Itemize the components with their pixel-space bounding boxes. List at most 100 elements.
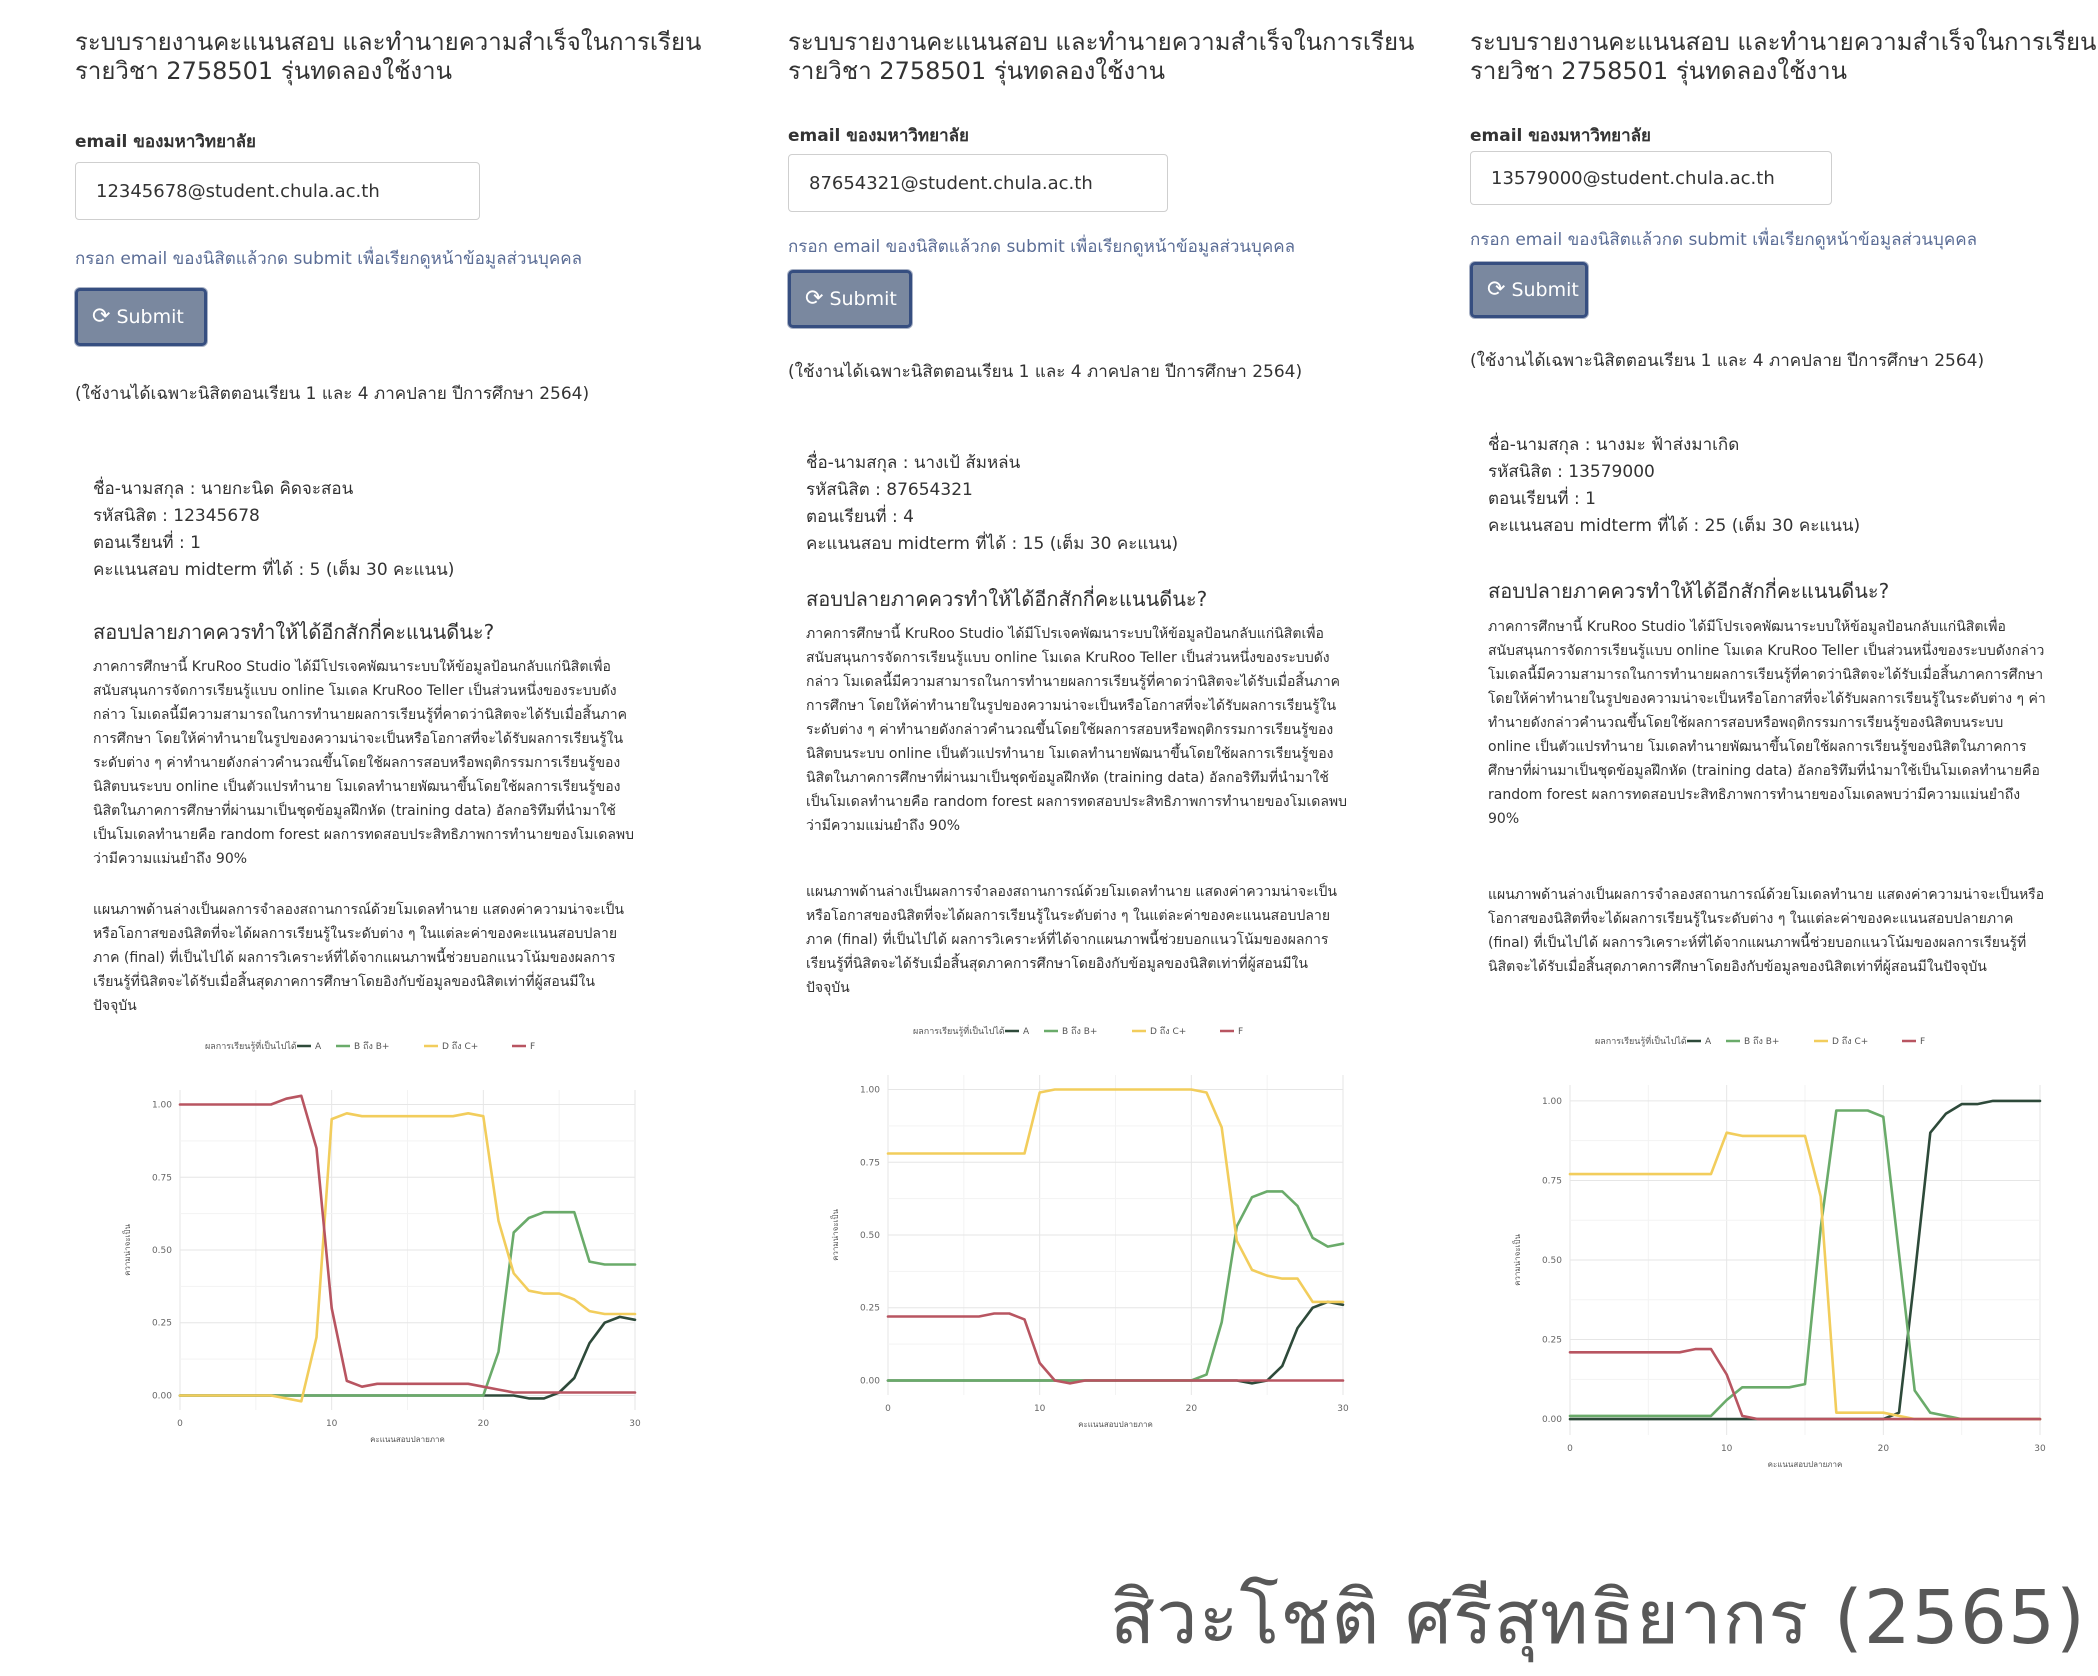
section-value: 4 [903, 507, 914, 527]
submit-button[interactable]: ⟳ Submit [788, 270, 912, 328]
y-tick-label: 0.00 [1542, 1415, 1562, 1425]
description-paragraph-2: แผนภาพด้านล่างเป็นผลการจำลองสถานการณ์ด้ว… [806, 884, 1337, 996]
refresh-icon: ⟳ [805, 286, 824, 311]
author-watermark: สิวะโชติ ศรีสุทธิยากร (2565) [1110, 1575, 2086, 1661]
student-info: ชื่อ-นามสกุล : นางเป้ ส้มหล่น รหัสนิสิต … [806, 450, 1178, 558]
usage-notice: (ใช้งานได้เฉพาะนิสิตตอนเรียน 1 และ 4 ภาค… [75, 384, 590, 404]
x-tick-label: 20 [1878, 1444, 1890, 1454]
email-input[interactable] [1470, 151, 1832, 205]
x-tick-label: 10 [1034, 1404, 1046, 1414]
id-label: รหัสนิสิต : [1488, 462, 1569, 482]
y-tick-label: 0.25 [860, 1304, 880, 1314]
x-tick-label: 0 [885, 1404, 891, 1414]
probability-chart: ผลการเรียนรู้ที่เป็นไปได้ A B ถึง B+ D ถึง … [122, 1039, 641, 1444]
x-tick-label: 30 [1337, 1404, 1349, 1414]
section-title: สอบปลายภาคควรทำให้ได้อีกสักกี่คะแนนดีนะ? [1488, 579, 1890, 603]
app-title: ระบบรายงานคะแนนสอบ และทำนายความสำเร็จในก… [1470, 28, 2096, 86]
submit-label: Submit [829, 288, 897, 310]
app-title-line2: รายวิชา 2758501 รุ่นทดลองใช้งาน [1470, 57, 1847, 85]
submit-label: Submit [116, 306, 184, 328]
student-id: 13579000 [1568, 462, 1655, 482]
help-text: กรอก email ของนิสิตแล้วกด submit เพื่อเร… [1470, 230, 1978, 250]
email-label: email ของมหาวิทยาลัย [1470, 126, 1652, 146]
y-tick-label: 0.25 [1542, 1336, 1562, 1346]
name-label: ชื่อ-นามสกุล : [806, 453, 914, 473]
x-tick-label: 10 [1721, 1444, 1733, 1454]
x-tick-label: 30 [629, 1419, 641, 1429]
student-name-row: ชื่อ-นามสกุล : นางมะ ฟ้าส่งมาเกิด [1488, 432, 1860, 459]
section-title: สอบปลายภาคควรทำให้ได้อีกสักกี่คะแนนดีนะ? [93, 620, 495, 644]
legend-title: ผลการเรียนรู้ที่เป็นไปได้ [913, 1024, 1005, 1037]
legend-label: D ถึง C+ [1832, 1036, 1868, 1047]
student-id: 87654321 [886, 480, 973, 500]
student-id-row: รหัสนิสิต : 12345678 [93, 503, 454, 530]
email-input[interactable] [788, 154, 1168, 212]
submit-button[interactable]: ⟳ Submit [1470, 262, 1588, 318]
student-info: ชื่อ-นามสกุล : นายกะนิด คิดจะสอน รหัสนิส… [93, 476, 454, 584]
legend-label: D ถึง C+ [1150, 1026, 1186, 1037]
section-value: 1 [1585, 489, 1596, 509]
name-label: ชื่อ-นามสกุล : [93, 479, 201, 499]
y-tick-label: 0.50 [1542, 1256, 1562, 1266]
midterm-suffix: (เต็ม 30 คะแนน) [1044, 534, 1179, 554]
app-title-line1: ระบบรายงานคะแนนสอบ และทำนายความสำเร็จในก… [75, 28, 702, 56]
series-line-F [886, 1312, 1345, 1385]
y-axis-label: ความน่าจะเป็น [1512, 1234, 1522, 1286]
probability-chart: ผลการเรียนรู้ที่เป็นไปได้ A B ถึง B+ D ถึง … [1512, 1034, 2046, 1469]
midterm-score: 15 [1022, 534, 1045, 554]
section-label: ตอนเรียนที่ : [1488, 489, 1586, 509]
midterm-label: คะแนนสอบ midterm ที่ได้ : [1488, 516, 1705, 536]
legend-title: ผลการเรียนรู้ที่เป็นไปได้ [1595, 1034, 1687, 1047]
y-tick-label: 0.25 [152, 1319, 172, 1329]
midterm-row: คะแนนสอบ midterm ที่ได้ : 25 (เต็ม 30 คะ… [1488, 513, 1860, 540]
midterm-score: 25 [1704, 516, 1727, 536]
section-title: สอบปลายภาคควรทำให้ได้อีกสักกี่คะแนนดีนะ? [806, 587, 1208, 611]
series-line-DC+ [886, 1088, 1345, 1304]
section-row: ตอนเรียนที่ : 1 [93, 530, 454, 557]
student-name: นางมะ ฟ้าส่งมาเกิด [1595, 435, 1740, 455]
section-row: ตอนเรียนที่ : 1 [1488, 486, 1860, 513]
email-input[interactable] [75, 162, 480, 220]
y-tick-label: 1.00 [1542, 1097, 1562, 1107]
y-tick-label: 0.75 [1542, 1176, 1562, 1186]
help-text: กรอก email ของนิสิตแล้วกด submit เพื่อเร… [75, 249, 583, 269]
midterm-label: คะแนนสอบ midterm ที่ได้ : [806, 534, 1023, 554]
x-tick-label: 0 [1567, 1444, 1573, 1454]
student-name-row: ชื่อ-นามสกุล : นางเป้ ส้มหล่น [806, 450, 1178, 477]
submit-button[interactable]: ⟳ Submit [75, 288, 207, 346]
submit-label: Submit [1511, 279, 1579, 301]
y-axis-label: ความน่าจะเป็น [122, 1224, 132, 1276]
midterm-suffix: (เต็ม 30 คะแนน) [320, 560, 455, 580]
description-paragraph-1: ภาคการศึกษานี้ KruRoo Studio ได้มีโปรเจค… [806, 626, 1348, 834]
app-title: ระบบรายงานคะแนนสอบ และทำนายความสำเร็จในก… [788, 28, 1414, 86]
section-label: ตอนเรียนที่ : [93, 533, 191, 553]
y-axis-label: ความน่าจะเป็น [830, 1209, 840, 1261]
name-label: ชื่อ-นามสกุล : [1488, 435, 1596, 455]
description-paragraph-2: แผนภาพด้านล่างเป็นผลการจำลองสถานการณ์ด้ว… [1488, 887, 2045, 975]
midterm-suffix: (เต็ม 30 คะแนน) [1726, 516, 1861, 536]
legend-label: A [1705, 1037, 1712, 1047]
description-paragraph-1: ภาคการศึกษานี้ KruRoo Studio ได้มีโปรเจค… [1488, 619, 2046, 827]
series-line-DC+ [178, 1112, 637, 1403]
x-tick-label: 30 [2034, 1444, 2046, 1454]
x-tick-label: 10 [326, 1419, 338, 1429]
y-tick-label: 0.75 [152, 1173, 172, 1183]
student-name-row: ชื่อ-นามสกุล : นายกะนิด คิดจะสอน [93, 476, 454, 503]
app-title-line2: รายวิชา 2758501 รุ่นทดลองใช้งาน [788, 57, 1165, 85]
legend-title: ผลการเรียนรู้ที่เป็นไปได้ [205, 1039, 297, 1052]
y-tick-label: 1.00 [860, 1086, 880, 1096]
legend-label: F [530, 1042, 535, 1052]
student-info: ชื่อ-นามสกุล : นางมะ ฟ้าส่งมาเกิด รหัสนิ… [1488, 432, 1860, 540]
midterm-row: คะแนนสอบ midterm ที่ได้ : 5 (เต็ม 30 คะแ… [93, 557, 454, 584]
x-axis-label: คะแนนสอบปลายภาค [1078, 1420, 1153, 1429]
midterm-row: คะแนนสอบ midterm ที่ได้ : 15 (เต็ม 30 คะ… [806, 531, 1178, 558]
y-tick-label: 0.00 [152, 1391, 172, 1401]
x-tick-label: 20 [1186, 1404, 1198, 1414]
legend-label: F [1238, 1027, 1243, 1037]
student-id: 12345678 [173, 506, 260, 526]
legend-label: F [1920, 1037, 1925, 1047]
description-paragraph-2: แผนภาพด้านล่างเป็นผลการจำลองสถานการณ์ด้ว… [93, 902, 624, 1014]
app-title: ระบบรายงานคะแนนสอบ และทำนายความสำเร็จในก… [75, 28, 701, 86]
series-line-F [178, 1094, 637, 1394]
y-tick-label: 0.00 [860, 1376, 880, 1386]
